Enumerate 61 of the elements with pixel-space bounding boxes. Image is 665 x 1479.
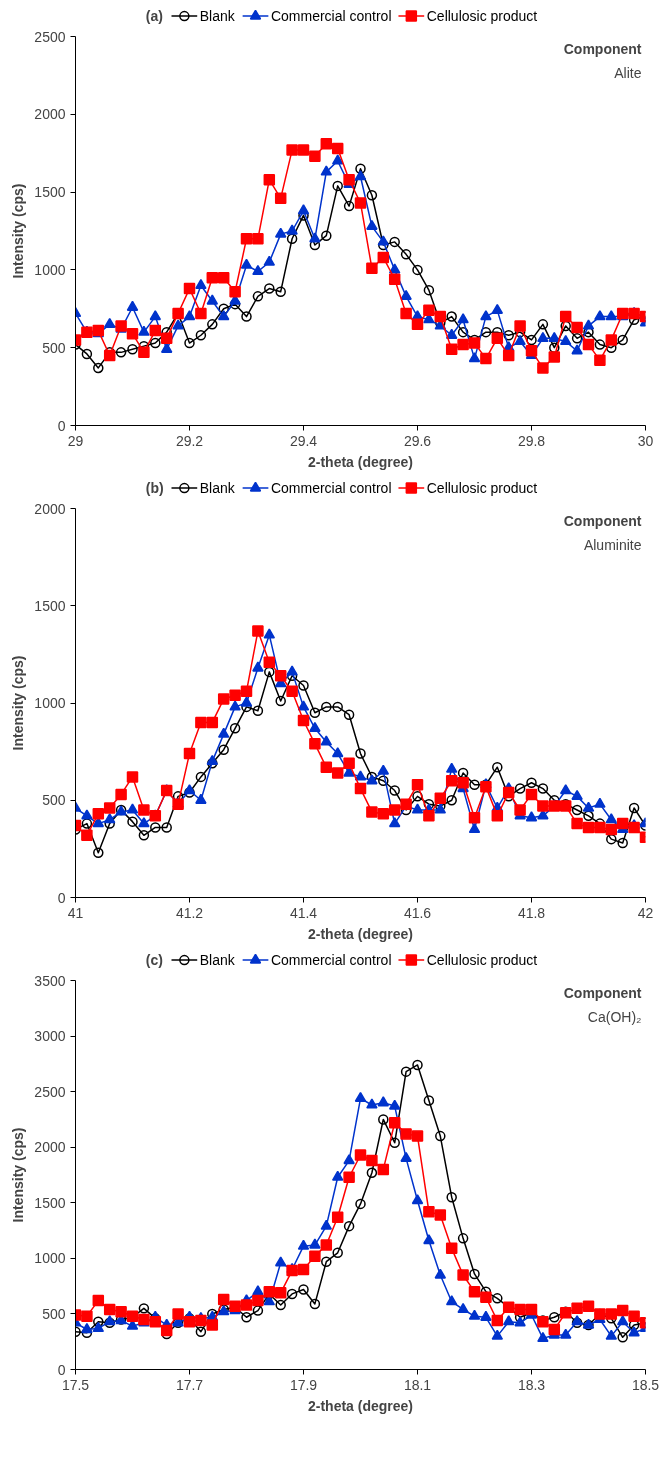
x-tick-label: 18.3 xyxy=(517,1376,546,1393)
y-tick-label: 0 xyxy=(57,889,66,906)
y-tick-label: 2000 xyxy=(34,500,66,517)
x-tick-label: 17.7 xyxy=(175,1376,204,1393)
y-tick-label: 2000 xyxy=(34,1139,66,1156)
legend-label: Cellulosic product xyxy=(426,8,538,25)
x-tick-label: 41 xyxy=(67,904,84,921)
x-tick-label: 18.1 xyxy=(403,1376,432,1393)
x-tick-label: 29.8 xyxy=(517,432,546,449)
y-tick-label: 500 xyxy=(42,792,66,809)
annotation: Ca(OH)₂ xyxy=(587,1008,642,1025)
y-tick-label: 2000 xyxy=(34,106,66,123)
x-axis-title: 2-theta (degree) xyxy=(307,925,414,942)
y-tick-label: 1000 xyxy=(34,1250,66,1267)
y-tick-label: 3500 xyxy=(34,972,66,989)
x-tick-label: 42 xyxy=(637,904,654,921)
y-tick-label: 500 xyxy=(42,339,66,356)
chart-title: (c) xyxy=(145,952,163,969)
y-tick-label: 500 xyxy=(42,1305,66,1322)
x-tick-label: 41.6 xyxy=(403,904,432,921)
x-tick-label: 18.5 xyxy=(631,1376,660,1393)
x-tick-label: 30 xyxy=(637,432,654,449)
annotation: Component xyxy=(563,40,642,57)
x-tick-label: 29.4 xyxy=(289,432,318,449)
chart-title: (b) xyxy=(145,480,164,497)
x-axis-title: 2-theta (degree) xyxy=(307,1397,414,1414)
x-tick-label: 17.5 xyxy=(61,1376,90,1393)
x-tick-label: 41.4 xyxy=(289,904,318,921)
y-axis-title: Intensity (cps) xyxy=(10,655,27,751)
annotation: Component xyxy=(563,512,642,529)
legend-label: Blank xyxy=(199,952,236,969)
x-tick-label: 41.8 xyxy=(517,904,546,921)
x-tick-label: 29 xyxy=(67,432,84,449)
y-tick-label: 1000 xyxy=(34,695,66,711)
y-tick-label: 1500 xyxy=(34,184,66,201)
x-tick-label: 41.2 xyxy=(175,904,204,921)
annotation: Component xyxy=(563,984,642,1001)
legend-label: Commercial control xyxy=(270,480,392,497)
annotation: Alite xyxy=(614,64,642,81)
y-tick-label: 2500 xyxy=(34,1083,66,1100)
y-tick-label: 1000 xyxy=(34,261,66,278)
y-tick-label: 0 xyxy=(57,1361,66,1378)
legend-label: Commercial control xyxy=(270,952,392,969)
x-tick-label: 29.6 xyxy=(403,432,432,449)
y-tick-label: 1500 xyxy=(34,597,66,614)
y-tick-label: 2500 xyxy=(34,28,66,45)
y-axis-title: Intensity (cps) xyxy=(10,183,27,279)
legend-label: Cellulosic product xyxy=(426,952,538,969)
legend-label: Commercial control xyxy=(270,8,392,25)
x-axis-title: 2-theta (degree) xyxy=(307,453,414,470)
legend-label: Cellulosic product xyxy=(426,480,538,497)
x-tick-label: 17.9 xyxy=(289,1376,318,1393)
chart-title: (a) xyxy=(145,8,163,25)
y-tick-label: 1500 xyxy=(34,1194,66,1211)
legend-label: Blank xyxy=(199,8,236,25)
annotation: Aluminite xyxy=(583,536,642,553)
x-tick-label: 29.2 xyxy=(175,432,204,449)
legend-label: Blank xyxy=(199,480,236,497)
y-tick-label: 3000 xyxy=(34,1028,66,1045)
y-axis-title: Intensity (cps) xyxy=(10,1127,27,1223)
y-tick-label: 0 xyxy=(57,417,66,434)
